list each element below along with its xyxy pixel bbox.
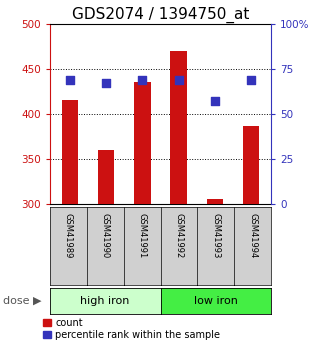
Point: [140, 77, 145, 82]
Point: [103, 81, 108, 86]
Text: GSM41994: GSM41994: [248, 213, 257, 258]
Bar: [62, 100, 78, 204]
Point: [213, 99, 218, 104]
Bar: [207, 199, 223, 204]
Bar: [134, 82, 151, 204]
Text: GSM41990: GSM41990: [100, 213, 110, 258]
Legend: count, percentile rank within the sample: count, percentile rank within the sample: [43, 318, 220, 340]
Bar: [170, 51, 187, 204]
Text: dose ▶: dose ▶: [3, 296, 42, 306]
Bar: [243, 126, 259, 204]
Text: GSM41993: GSM41993: [211, 213, 221, 259]
Point: [249, 77, 254, 82]
Bar: [98, 150, 114, 204]
Text: high iron: high iron: [81, 296, 130, 306]
Text: GSM41992: GSM41992: [174, 213, 184, 258]
Point: [67, 77, 72, 82]
Text: GSM41989: GSM41989: [64, 213, 73, 259]
Text: low iron: low iron: [194, 296, 238, 306]
Point: [176, 77, 181, 82]
Text: GSM41991: GSM41991: [137, 213, 147, 258]
Title: GDS2074 / 1394750_at: GDS2074 / 1394750_at: [72, 7, 249, 23]
